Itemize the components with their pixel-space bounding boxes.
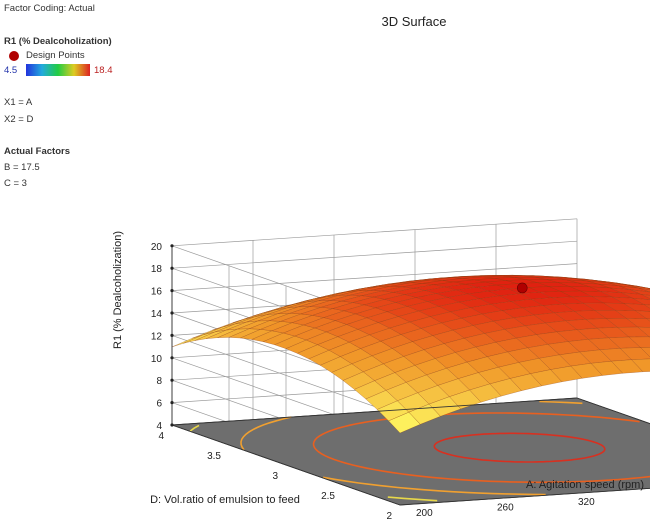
z-tick-mark — [170, 311, 174, 315]
z-tick-label: 18 — [151, 264, 163, 275]
grid-line — [171, 240, 578, 269]
contour-line — [189, 424, 438, 502]
x-tick-label: 200 — [416, 508, 433, 519]
axis-line — [171, 424, 401, 506]
actual-factors-title: Actual Factors — [4, 146, 70, 157]
z-tick-mark — [170, 244, 174, 248]
y-axis-label: D: Vol.ratio of emulsion to feed — [150, 494, 300, 506]
surface-cell — [639, 288, 650, 293]
surface-cell — [628, 336, 650, 348]
colorbar-max: 18.4 — [94, 65, 113, 76]
tick-labels: 46810121416182020026032038044050022.533.… — [151, 242, 595, 519]
z-tick-mark — [170, 266, 174, 270]
z-tick-label: 6 — [156, 399, 162, 410]
grid-line — [171, 263, 578, 291]
response-surface — [171, 275, 650, 434]
x-tick-label: 320 — [578, 497, 595, 508]
z-tick-label: 8 — [156, 376, 162, 387]
axis-line — [576, 397, 650, 425]
contour-lines — [189, 400, 650, 502]
surface-cell — [647, 288, 650, 289]
x2-assignment: X2 = D — [4, 114, 34, 125]
z-tick-label: 14 — [151, 309, 163, 320]
surface-cell — [621, 292, 650, 300]
surface-cell — [631, 358, 650, 372]
surface-cell — [640, 347, 650, 358]
z-tick-label: 20 — [151, 242, 163, 253]
actual-factor-b: B = 17.5 — [4, 162, 40, 173]
x-tick-label: 260 — [497, 503, 514, 514]
z-tick-mark — [170, 401, 174, 405]
surface-cell — [623, 303, 650, 312]
z-tick-label: 4 — [156, 421, 162, 432]
y-tick-label: 3.5 — [207, 451, 221, 462]
z-tick-label: 12 — [151, 331, 163, 342]
y-tick-label: 3 — [272, 471, 278, 482]
actual-factor-c: C = 3 — [4, 178, 27, 189]
surface-cell — [632, 298, 650, 306]
design-points-label: Design Points — [26, 50, 85, 61]
contour-line — [433, 432, 606, 463]
z-tick-label: 16 — [151, 287, 163, 298]
grid-line — [171, 218, 578, 247]
surface-cell — [646, 318, 650, 322]
x-axis-label: A: Agitation speed (rpm) — [526, 479, 644, 491]
design-point — [516, 282, 528, 294]
factor-coding: Factor Coding: Actual — [4, 3, 95, 14]
surface-cell — [625, 318, 650, 328]
y-tick-label: 2.5 — [321, 491, 335, 502]
colorbar-min: 4.5 — [4, 65, 18, 76]
z-tick-mark — [170, 423, 174, 427]
z-tick-mark — [170, 289, 174, 293]
axis-line — [171, 397, 578, 426]
surface-cell — [637, 326, 650, 337]
contour-line — [312, 412, 650, 484]
surface-cell — [644, 304, 650, 309]
surface-cell — [618, 285, 650, 293]
z-tick-mark — [170, 378, 174, 382]
z-tick-mark — [170, 333, 174, 337]
surface-cell — [630, 289, 650, 296]
colorbar — [26, 64, 90, 76]
surface-cell — [619, 347, 650, 360]
y-tick-label: 4 — [158, 431, 164, 442]
response-title: R1 (% Dealcoholization) — [4, 36, 112, 47]
surface-cell — [627, 284, 650, 291]
surface-cell — [634, 310, 650, 320]
design-points — [516, 282, 528, 294]
x1-assignment: X1 = A — [4, 97, 33, 108]
y-tick-label: 2 — [386, 511, 392, 519]
z-axis-label: R1 (% Dealcoholization) — [112, 231, 124, 349]
z-tick-label: 10 — [151, 354, 163, 365]
z-tick-mark — [170, 356, 174, 360]
chart-title: 3D Surface — [381, 14, 446, 29]
contour-line — [240, 400, 583, 496]
axis-line — [399, 487, 650, 506]
surface-cell — [641, 294, 650, 299]
design-point-marker-icon — [9, 51, 19, 61]
